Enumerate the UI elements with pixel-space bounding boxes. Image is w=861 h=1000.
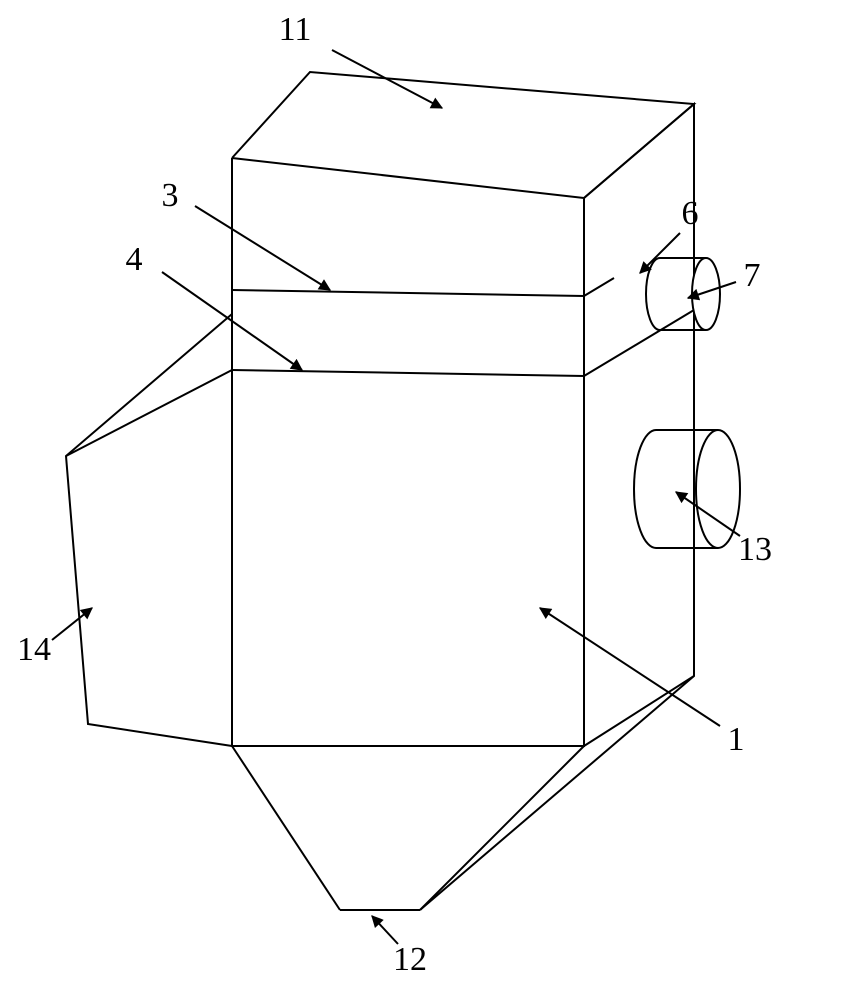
- main-body: [232, 72, 694, 746]
- hopper: [232, 676, 694, 910]
- large-cylinder: [634, 430, 740, 548]
- label-6: 6: [640, 195, 699, 273]
- label-14-text: 14: [17, 631, 51, 668]
- door-flap: [66, 314, 232, 746]
- small-cylinder: [646, 258, 720, 330]
- label-7-text: 7: [744, 257, 761, 294]
- label-1-text: 1: [728, 721, 745, 758]
- label-11: 11: [279, 11, 442, 108]
- label-4-text: 4: [126, 241, 143, 278]
- label-4: 4: [126, 241, 303, 370]
- label-3: 3: [162, 177, 331, 290]
- label-3-text: 3: [162, 177, 179, 214]
- label-12-text: 12: [393, 941, 427, 978]
- labels: 11 3 6 4 7 13 14 1 12: [17, 11, 772, 978]
- label-13-text: 13: [738, 531, 772, 568]
- label-11-text: 11: [279, 11, 312, 48]
- label-12: 12: [372, 916, 427, 978]
- label-6-text: 6: [682, 195, 699, 232]
- label-1: 1: [540, 608, 745, 758]
